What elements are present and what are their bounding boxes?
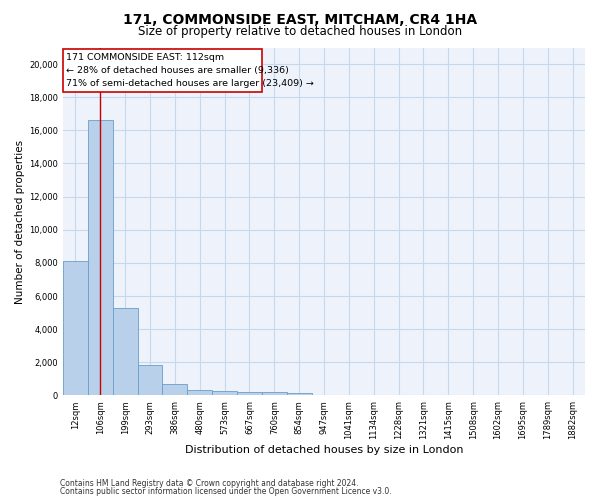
- Text: Contains HM Land Registry data © Crown copyright and database right 2024.: Contains HM Land Registry data © Crown c…: [60, 478, 359, 488]
- Bar: [187, 390, 212, 396]
- Bar: [88, 120, 113, 396]
- Bar: [212, 391, 237, 396]
- Bar: [163, 384, 187, 396]
- Text: Size of property relative to detached houses in London: Size of property relative to detached ho…: [138, 25, 462, 38]
- Bar: [63, 261, 88, 396]
- Bar: [113, 308, 137, 396]
- Text: Contains public sector information licensed under the Open Government Licence v3: Contains public sector information licen…: [60, 487, 392, 496]
- Bar: [262, 392, 287, 396]
- Bar: [137, 365, 163, 396]
- X-axis label: Distribution of detached houses by size in London: Distribution of detached houses by size …: [185, 445, 463, 455]
- Bar: [287, 392, 311, 396]
- FancyBboxPatch shape: [63, 49, 262, 92]
- Y-axis label: Number of detached properties: Number of detached properties: [15, 140, 25, 304]
- Text: 71% of semi-detached houses are larger (23,409) →: 71% of semi-detached houses are larger (…: [65, 79, 313, 88]
- Text: 171 COMMONSIDE EAST: 112sqm: 171 COMMONSIDE EAST: 112sqm: [65, 54, 224, 62]
- Text: 171, COMMONSIDE EAST, MITCHAM, CR4 1HA: 171, COMMONSIDE EAST, MITCHAM, CR4 1HA: [123, 12, 477, 26]
- Bar: [237, 392, 262, 396]
- Text: ← 28% of detached houses are smaller (9,336): ← 28% of detached houses are smaller (9,…: [65, 66, 289, 75]
